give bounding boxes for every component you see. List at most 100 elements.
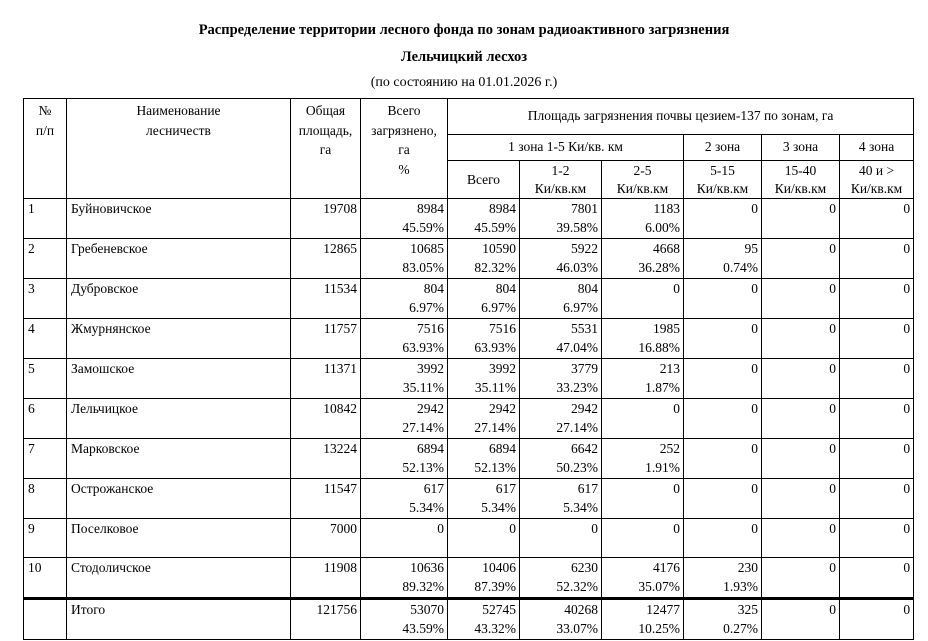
value-cell: 0 [683,398,762,440]
value-cell: 230 1.93% [683,557,762,600]
cell-percent: 27.14% [556,420,598,436]
total-area-cell: 11757 [290,318,361,360]
value-cell: 8984 45.59% [360,198,448,240]
cell-value: 0 [903,241,911,257]
cell-value: 53070 [410,602,444,618]
value-cell: 0 [683,198,762,240]
cell-percent: 0.74% [723,260,758,276]
cell-value: 4176 [653,560,680,576]
value-cell: 6894 52.13% [360,438,448,480]
cell-value: 2942 [489,401,516,417]
cell-value: 0 [751,521,758,537]
value-cell: 0 [683,318,762,360]
value-cell: 3992 35.11% [447,358,520,400]
cell-value: 0 [673,281,680,297]
value-cell: 0 [601,478,684,520]
cell-value: 6642 [571,441,598,457]
value-cell: 0 [838,438,915,480]
value-cell: 0 [838,318,915,360]
cell-value: 1985 [653,321,680,337]
cell-value: 0 [829,441,836,457]
cell-percent: 35.11% [402,380,444,396]
cell-value: 10590 [482,241,516,257]
table-row: 6 Лельчицкое 10842 2942 27.14% 2942 27.14% 2942… [23,398,915,440]
cell-value: 10685 [410,241,444,257]
cell-value: 19708 [323,201,357,217]
cell-percent: 16.88% [638,340,680,356]
header-row-number: № п/п [23,97,67,200]
value-cell: 0 [761,238,840,280]
cell-value: 0 [903,441,911,457]
value-cell: 0 [838,557,915,600]
cell-value: 6894 [489,441,516,457]
cell-value: 1183 [653,201,681,217]
total-area-cell: 11534 [290,278,361,320]
header-zone-2: 2 зона [683,134,762,161]
cell-value: 0 [903,481,911,497]
cell-percent: 5.34% [563,500,598,516]
cell-value: 804 [577,281,598,297]
value-cell: 6642 50.23% [519,438,602,480]
cell-percent: 10.25% [638,621,680,637]
value-cell: 0 [447,518,520,559]
cell-value: 11534 [323,281,357,297]
cell-value: 0 [903,281,911,297]
forestry-name-cell: Лельчицкое [66,398,291,440]
cell-value: 6230 [571,560,598,576]
cell-percent: 5.34% [481,500,516,516]
table-row: 7 Марковское 13224 6894 52.13% 6894 52.13% 6642… [23,438,915,480]
value-cell: 4668 36.28% [601,238,684,280]
cell-value: 230 [737,560,758,576]
value-cell: 617 5.34% [447,478,520,520]
forestry-name-cell: Марковское [66,438,291,480]
cell-value: 617 [423,481,444,497]
cell-percent: 52.13% [402,460,444,476]
cell-value: 13224 [323,441,357,457]
cell-percent: 39.58% [556,220,598,236]
cell-value: 3992 [417,361,444,377]
value-cell: 617 5.34% [519,478,602,520]
value-cell: 5922 46.03% [519,238,602,280]
cell-value: 0 [829,521,836,537]
cell-value: 213 [659,361,680,377]
value-cell: 0 [683,518,762,559]
cell-value: 11547 [323,481,357,497]
header-zone4-40plus: 40 и > Ки/кв.км [838,159,915,200]
value-cell: 0 [838,597,915,641]
cell-value: 0 [829,481,836,497]
forestry-name-cell: Итого [66,597,291,641]
value-cell: 10590 82.32% [447,238,520,280]
cell-value: 0 [903,521,911,537]
value-cell: 6230 52.32% [519,557,602,600]
header-zone3-15-40: 15-40 Ки/кв.км [761,159,840,200]
cell-percent: 45.59% [402,220,444,236]
cell-value: 0 [829,361,836,377]
cell-percent: 82.32% [474,260,516,276]
value-cell: 12477 10.25% [601,597,684,641]
cell-value: 11371 [323,361,357,377]
cell-value: 4668 [653,241,680,257]
cell-value: 0 [829,281,836,297]
forestry-name-cell: Острожанское [66,478,291,520]
total-area-cell: 7000 [290,518,361,559]
cell-value: 12477 [646,602,680,618]
value-cell: 0 [761,478,840,520]
total-area-cell: 10842 [290,398,361,440]
value-cell: 10685 83.05% [360,238,448,280]
value-cell: 804 6.97% [519,278,602,320]
value-cell: 0 [838,358,915,400]
value-cell: 0 [838,398,915,440]
cell-value: 0 [673,521,680,537]
cell-value: 0 [437,521,444,537]
forestry-name-cell: Поселковое [66,518,291,559]
cell-value: 617 [495,481,516,497]
cell-value: 0 [829,321,836,337]
forestry-name-cell: Стодоличское [66,557,291,600]
cell-value: 0 [591,521,598,537]
cell-value: 0 [751,281,758,297]
value-cell: 6894 52.13% [447,438,520,480]
value-cell: 0 [761,557,840,600]
document-subtitle: Лельчицкий лесхоз [400,49,528,65]
forestry-name-cell: Буйновичское [66,198,291,240]
row-number-cell: 10 [23,557,67,600]
